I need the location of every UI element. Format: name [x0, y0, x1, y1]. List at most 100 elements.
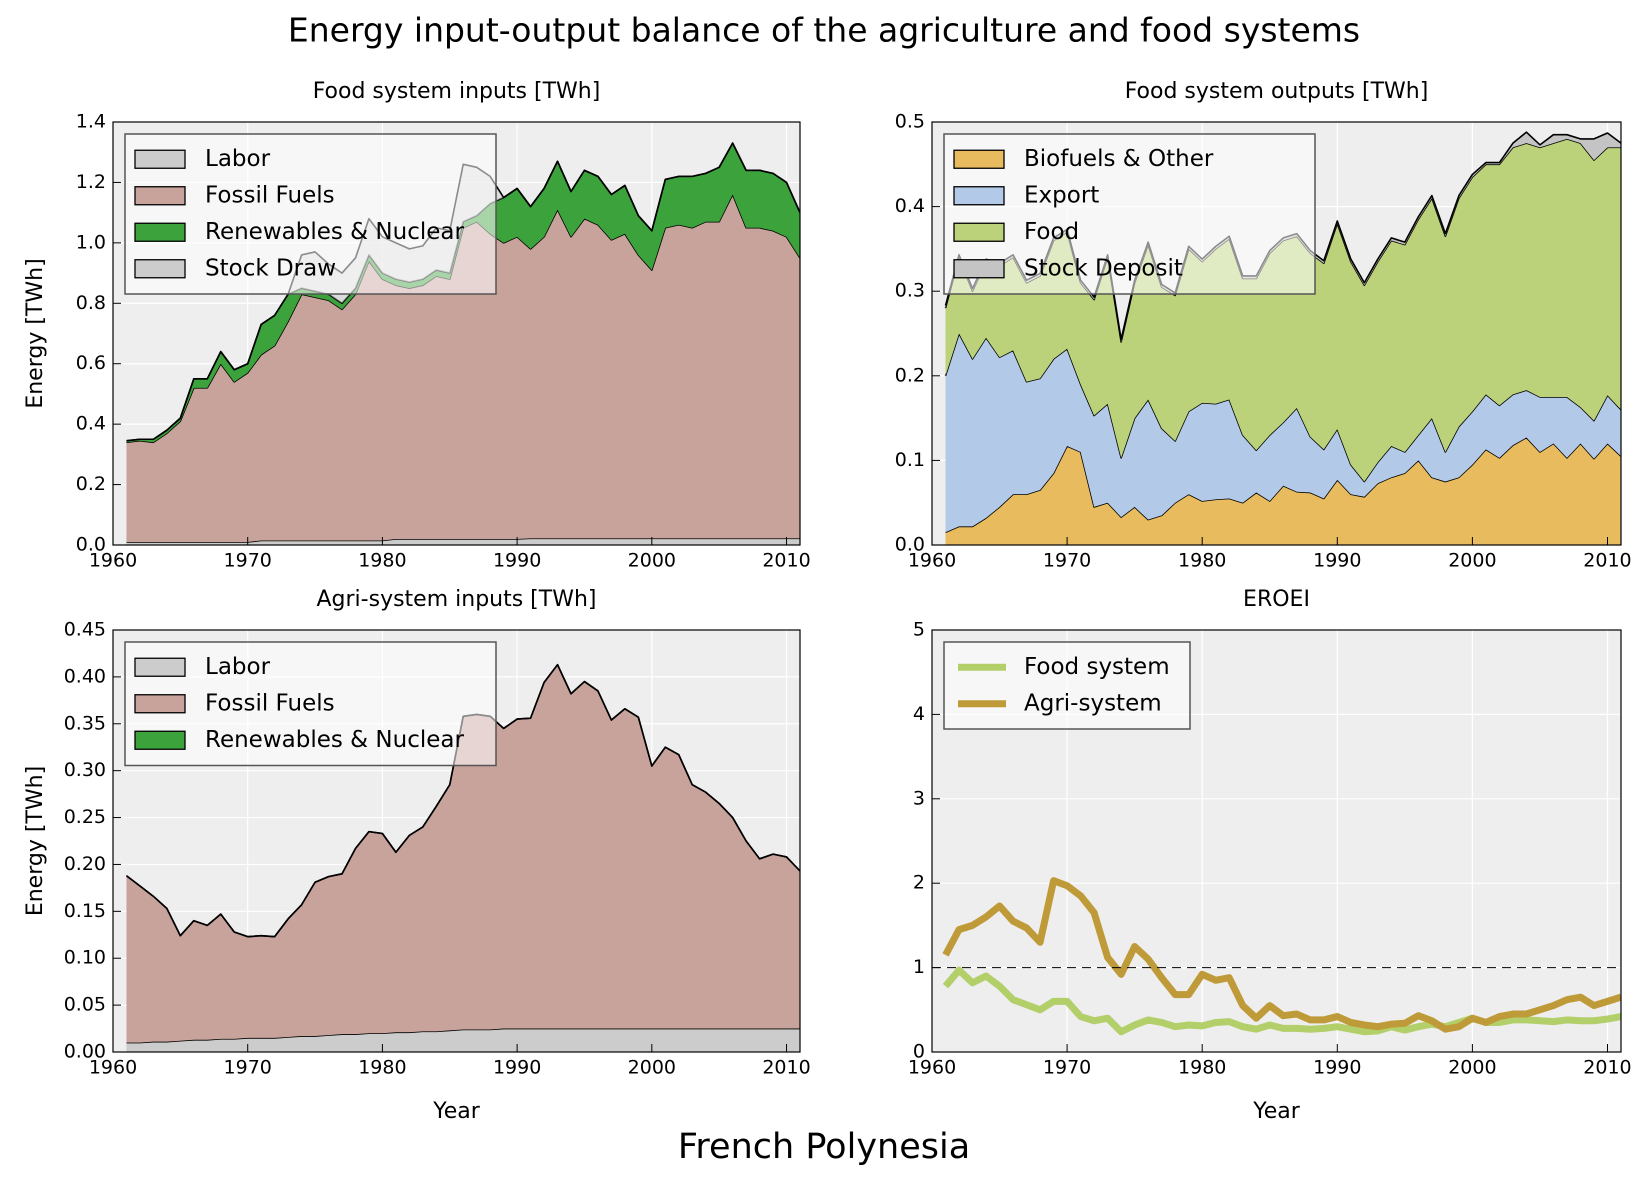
legend-box: [943, 641, 1191, 730]
x-tick-label: 1960: [908, 550, 956, 572]
legend-box: [124, 133, 497, 295]
y-tick-label: 0.15: [64, 900, 106, 922]
legend-label: Food system: [1024, 654, 1170, 680]
y-tick-label: 0.35: [64, 712, 106, 734]
axes-frame: [931, 629, 1622, 1053]
y-tick-label: 0.30: [64, 759, 106, 781]
x-tick-label: 2000: [1448, 550, 1496, 572]
subplot-title: Agri-system inputs [TWh]: [317, 587, 597, 612]
y-tick-label: 0.5: [895, 111, 925, 133]
legend-swatch: [953, 259, 1005, 279]
legend-label: Biofuels & Other: [1024, 146, 1214, 172]
y-axis-label: Energy [TWh]: [23, 258, 48, 408]
y-tick-label: 0.00: [64, 1041, 106, 1063]
y-tick-label: 0.40: [64, 665, 106, 687]
area-fill: [126, 664, 800, 1043]
x-tick-label: 1960: [89, 1057, 137, 1079]
x-tick-label: 2010: [1583, 550, 1631, 572]
legend-label: Renewables & Nuclear: [205, 219, 464, 245]
figure-footer: French Polynesia: [678, 1127, 970, 1167]
legend-label: Labor: [205, 654, 271, 680]
subplot: 0.0 0.1 0.2 0.3 0.4 0.5 1960 1970 1980 1990 2000 20…: [895, 79, 1632, 572]
legend-label: Fossil Fuels: [205, 690, 335, 716]
legend-swatch: [134, 694, 186, 714]
legend-label: Export: [1024, 182, 1099, 208]
legend-swatch: [134, 730, 186, 750]
x-tick-label: 1970: [224, 1057, 272, 1079]
x-tick-label: 1990: [493, 1057, 541, 1079]
axes-frame: [112, 629, 801, 1053]
y-tick-label: 1: [913, 956, 925, 978]
legend-swatch: [953, 186, 1005, 206]
x-tick-label: 2010: [1583, 1057, 1631, 1079]
y-tick-label: 0.6: [76, 352, 106, 374]
x-tick-label: 1960: [908, 1057, 956, 1079]
y-tick-label: 0.25: [64, 806, 106, 828]
x-tick-label: 2000: [628, 550, 676, 572]
y-tick-label: 0.45: [64, 619, 106, 641]
legend: Labor Fossil Fuels Renewables & Nuclear: [124, 641, 497, 767]
axes-frame: [931, 121, 1622, 546]
legend-swatch: [134, 186, 186, 206]
y-tick-label: 0.10: [64, 947, 106, 969]
y-tick-label: 0.0: [895, 534, 925, 556]
legend-swatch: [134, 259, 186, 279]
subplot: 0.0 0.2 0.4 0.6 0.8 1.0 1.2 1.4 1960 1970 1980 1990…: [23, 79, 811, 572]
x-tick-label: 1980: [358, 550, 406, 572]
legend-box: [124, 641, 497, 767]
subplot-title: Food system inputs [TWh]: [313, 79, 601, 104]
x-tick-label: 1990: [1313, 550, 1361, 572]
legend-label: Labor: [205, 146, 271, 172]
legend: Labor Fossil Fuels Renewables & Nuclear Sto…: [124, 133, 497, 295]
y-tick-label: 0.05: [64, 994, 106, 1016]
legend-label: Stock Deposit: [1024, 255, 1183, 281]
area-fill: [126, 194, 800, 542]
y-tick-label: 4: [913, 703, 925, 725]
area-fill: [945, 437, 1621, 545]
subplot: 0 1 2 3 4 5 1960 1970 1980 1990 2000 2010 EROEI Year F…: [908, 587, 1632, 1124]
x-tick-label: 2000: [628, 1057, 676, 1079]
y-tick-label: 5: [913, 619, 925, 641]
legend-label: Fossil Fuels: [205, 182, 335, 208]
legend: Biofuels & Other Export Food Stock Deposit: [943, 133, 1316, 295]
y-tick-label: 0.0: [76, 534, 106, 556]
y-tick-label: 1.4: [76, 111, 106, 133]
area-fill: [945, 138, 1621, 482]
y-tick-label: 0: [913, 1041, 925, 1063]
x-tick-label: 2010: [762, 1057, 810, 1079]
legend-label: Renewables & Nuclear: [205, 727, 464, 753]
legend-swatch: [953, 222, 1005, 242]
area-fill: [126, 143, 800, 443]
x-tick-label: 1960: [89, 550, 137, 572]
x-tick-label: 2010: [762, 550, 810, 572]
y-tick-label: 2: [913, 872, 925, 894]
legend-swatch: [953, 149, 1005, 169]
area-fill: [126, 1028, 800, 1052]
area-fill: [945, 333, 1621, 533]
y-tick-label: 3: [913, 787, 925, 809]
subplot-title: Food system outputs [TWh]: [1125, 79, 1429, 104]
figure-title: Energy input-output balance of the agric…: [288, 11, 1360, 50]
legend: Food system Agri-system: [943, 641, 1191, 730]
x-tick-label: 1970: [224, 550, 272, 572]
legend-swatch: [134, 222, 186, 242]
x-axis-label: Year: [432, 1099, 481, 1124]
y-tick-label: 1.2: [76, 171, 106, 193]
legend-label: Agri-system: [1024, 690, 1162, 716]
y-tick-label: 0.4: [895, 195, 925, 217]
y-tick-label: 0.2: [895, 364, 925, 386]
subplot: 0.00 0.05 0.10 0.15 0.20 0.25 0.30 0.35 0.40 0.45…: [23, 587, 811, 1124]
y-tick-label: 0.8: [76, 292, 106, 314]
legend-swatch: [134, 657, 186, 677]
y-tick-label: 0.3: [895, 280, 925, 302]
line: [942, 966, 1621, 1036]
x-tick-label: 2000: [1448, 1057, 1496, 1079]
x-tick-label: 1980: [1178, 550, 1226, 572]
x-tick-label: 1980: [1178, 1057, 1226, 1079]
legend-swatch: [134, 149, 186, 169]
y-tick-label: 0.20: [64, 853, 106, 875]
x-tick-label: 1970: [1043, 550, 1091, 572]
y-tick-label: 0.2: [76, 473, 106, 495]
